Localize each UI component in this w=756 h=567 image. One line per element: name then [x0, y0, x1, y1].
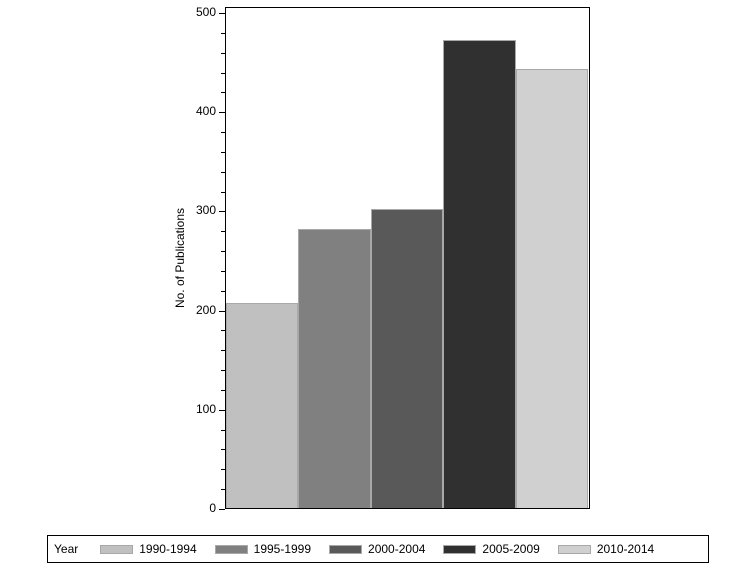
bar-2000-2004	[370, 209, 444, 508]
legend: Year 1990-1994 1995-1999 2000-2004 2005-200…	[47, 535, 709, 563]
minor-tick	[221, 152, 225, 153]
legend-swatch	[557, 544, 591, 554]
y-tick-label: 500	[195, 5, 216, 19]
y-axis-label: No. of Publications	[173, 207, 187, 309]
minor-tick	[221, 192, 225, 193]
legend-title: Year	[54, 542, 79, 556]
minor-tick	[221, 271, 225, 272]
y-tick-label: 300	[195, 203, 216, 217]
legend-label: 2000-2004	[368, 542, 426, 556]
major-tick	[219, 13, 225, 14]
minor-tick	[221, 251, 225, 252]
minor-tick	[221, 53, 225, 54]
major-tick	[219, 211, 225, 212]
y-tick-label: 0	[209, 501, 216, 515]
minor-tick	[221, 350, 225, 351]
minor-tick	[221, 73, 225, 74]
minor-tick	[221, 489, 225, 490]
minor-tick	[221, 449, 225, 450]
minor-tick	[221, 370, 225, 371]
minor-tick	[221, 132, 225, 133]
legend-label: 1990-1994	[139, 542, 197, 556]
minor-tick	[221, 430, 225, 431]
bar-1990-1994	[226, 302, 299, 508]
y-tick-label: 200	[195, 303, 216, 317]
minor-tick	[221, 469, 225, 470]
legend-label: 2005-2009	[482, 542, 540, 556]
minor-tick	[221, 172, 225, 173]
legend-item: 2005-2009	[443, 542, 540, 556]
legend-item: 1990-1994	[100, 542, 197, 556]
plot-area	[225, 7, 590, 509]
legend-swatch	[214, 544, 248, 554]
major-tick	[219, 112, 225, 113]
major-tick	[219, 311, 225, 312]
minor-tick	[221, 330, 225, 331]
bar-1995-1999	[298, 229, 371, 508]
y-tick-label: 400	[195, 104, 216, 118]
legend-swatch	[100, 544, 134, 554]
minor-tick	[221, 92, 225, 93]
legend-item: 1995-1999	[214, 542, 312, 556]
legend-label: 1995-1999	[253, 542, 312, 556]
minor-tick	[221, 390, 225, 391]
bar-2010-2014	[515, 68, 588, 508]
bar-2005-2009	[443, 39, 516, 508]
legend-item: 2000-2004	[329, 542, 425, 556]
minor-tick	[221, 231, 225, 232]
minor-tick	[221, 291, 225, 292]
y-tick-label: 100	[195, 402, 216, 416]
minor-tick	[221, 33, 225, 34]
major-tick	[219, 410, 225, 411]
legend-item: 2010-2014	[557, 542, 655, 556]
major-tick	[219, 509, 225, 510]
legend-swatch	[329, 544, 363, 554]
legend-swatch	[443, 544, 477, 554]
legend-label: 2010-2014	[596, 542, 655, 556]
